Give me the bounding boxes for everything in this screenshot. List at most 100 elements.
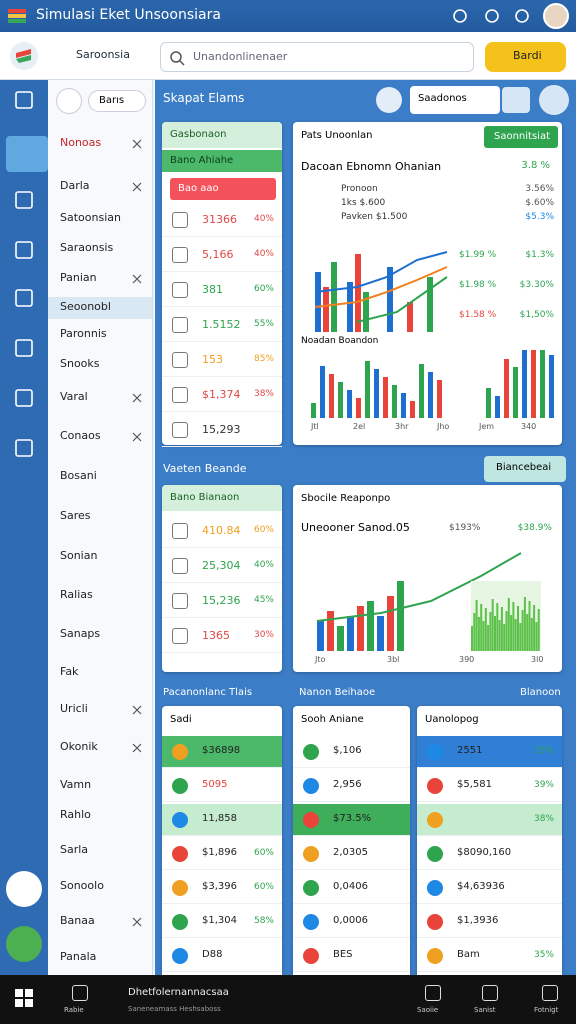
nav-selected[interactable] [6,136,48,172]
sidebar-item[interactable]: Paronnis [48,324,152,346]
chart-graphic [15,339,33,357]
chart-bar [419,364,424,418]
sidebar-item[interactable]: Okonik [48,737,152,759]
sidebar-item-label: Saraonsis [60,241,114,254]
sidebar-item[interactable]: Sares [48,506,152,528]
sidebar-item[interactable]: Rahlo [48,805,152,827]
sidebar-item[interactable]: Bosani [48,466,152,488]
chart-bar [337,626,344,651]
sidebar-item[interactable]: Sarla [48,840,152,862]
row-value: $36898 [202,745,241,756]
sidebar-item[interactable]: Ralias [48,585,152,607]
chart-subtitle: Noadan Boandon [301,336,379,346]
chart-bar [523,597,526,651]
sidebar-item[interactable]: Uricli [48,699,152,721]
icon-button[interactable] [539,85,569,115]
taskbar-icon[interactable] [482,985,498,1001]
table-row[interactable]: 2,0305 [293,838,410,870]
pill[interactable]: Bao aao [170,178,276,200]
filter-pill[interactable]: Barıs [88,90,146,112]
sidebar-search[interactable] [56,88,82,114]
card-button[interactable]: Saonnitsiat [484,126,558,148]
sidebar-item[interactable]: Sonoolo [48,876,152,898]
sidebar-item[interactable]: Darla [48,176,152,198]
table-row[interactable]: $3,396 60% [162,872,282,904]
sidebar-item-label: Sarla [60,843,89,856]
close-icon [132,274,142,284]
table-row[interactable]: $,106 [293,736,410,768]
taskbar-icon[interactable] [425,985,441,1001]
icon-button[interactable] [376,87,402,113]
table-row[interactable]: 2551 33% [417,736,562,768]
row-icon [172,211,188,228]
table-row[interactable]: 0,0406 [293,872,410,904]
chart-bar [477,617,480,651]
table-row[interactable]: 11,858 [162,804,282,836]
row-value: 5,166 [202,247,234,261]
sidebar-item[interactable]: Saraonsis [48,238,152,260]
row-value: D88 [202,949,223,960]
table-row[interactable]: 2,956 [293,770,410,802]
chart-bar [517,606,519,651]
table-row[interactable]: 5095 [162,770,282,802]
table-row[interactable]: $5,581 39% [417,770,562,802]
x-label: 3l0 [531,655,544,664]
sidebar-item[interactable]: Varal [48,387,152,409]
row-change: 58% [253,916,274,926]
sidebar-item-label: Panian [60,271,97,284]
sidebar-item-label: Fak [60,665,79,678]
table-row[interactable]: $73.5% [293,804,410,836]
table-row[interactable]: Bam 35% [417,940,562,972]
avatar[interactable] [543,3,569,29]
chart-bar [365,361,370,418]
table-row[interactable]: $4,63936 [417,872,562,904]
sidebar-item[interactable]: Conaos [48,426,152,448]
card-header: Uanolopog [425,714,479,725]
sidebar-item-label: Bosani [60,469,97,482]
action-button[interactable]: Bardi [485,42,566,72]
nav-bottom-button[interactable] [6,871,42,907]
table-row[interactable]: $1,3936 [417,906,562,938]
table-row[interactable]: 38% [417,804,562,836]
sidebar-item[interactable]: Sanaps [48,624,152,646]
table-row[interactable]: BES [293,940,410,972]
sidebar-item[interactable]: Fak [48,662,152,684]
row-value: 0,0406 [333,881,368,892]
row-change: 60% [253,882,274,892]
dropdown[interactable]: Saadonos [410,86,500,114]
icon-button[interactable] [502,87,530,113]
search-box[interactable]: Unandonlinenaer [160,42,474,72]
table-row[interactable]: $1,304 58% [162,906,282,938]
sidebar-item-label: Uricli [60,702,88,715]
section-title: Blanoon [520,687,561,698]
row-icon [303,948,319,964]
sidebar-item[interactable]: Satoonsian [48,208,152,230]
table-row[interactable]: $36898 [162,736,282,768]
list-row: 5,166 40% [162,237,282,272]
taskbar-icon[interactable] [72,985,88,1001]
section-button[interactable]: Biancebeai [484,456,566,482]
close-icon [132,139,142,149]
row-icon [427,880,443,896]
taskbar-app[interactable]: Dhetfolernannacsaa [128,987,229,998]
table-row[interactable]: D88 [162,940,282,972]
sidebar-item[interactable]: Sonian [48,546,152,568]
sidebar-item[interactable]: Seoonobl [48,297,152,319]
start-icon [15,999,23,1007]
chart-bar [320,366,325,418]
taskbar-icon[interactable] [542,985,558,1001]
sidebar-item[interactable]: Panian [48,268,152,290]
chart-bar [484,608,487,651]
sidebar-item[interactable]: Snooks [48,354,152,376]
sidebar-item[interactable]: Nonoas [48,133,152,155]
table-row[interactable]: $1,896 60% [162,838,282,870]
series-label: $3.30% [519,280,554,290]
row-value: 11,858 [202,813,237,824]
sidebar-item[interactable]: Vamn [48,775,152,797]
nav-bottom-button[interactable] [6,926,42,962]
table-row[interactable]: 0,0006 [293,906,410,938]
sidebar-item[interactable]: Panala [48,947,152,969]
stat-label: 1ks $.600 [341,198,386,208]
sidebar-item[interactable]: Banaa [48,911,152,933]
table-row[interactable]: $8090,160 [417,838,562,870]
